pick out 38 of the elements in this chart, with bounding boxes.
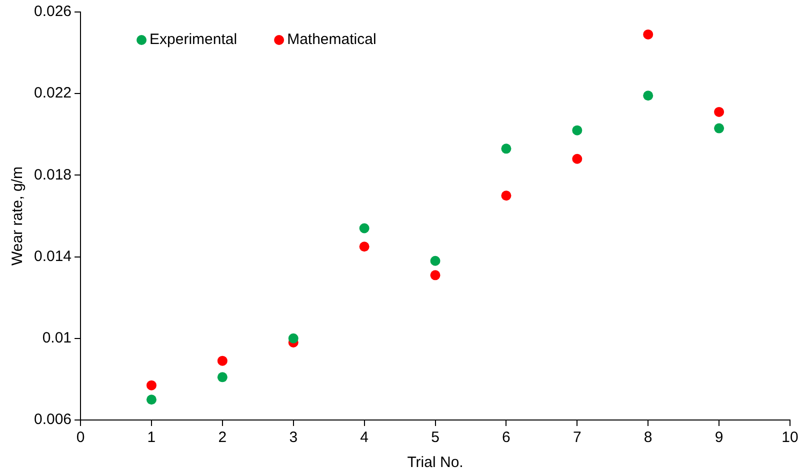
point [572, 154, 582, 164]
point [359, 242, 370, 252]
point [359, 223, 370, 234]
y-tick-label: 0.01 [42, 330, 72, 347]
x-tick-label: 2 [218, 429, 227, 446]
x-tick-label: 1 [147, 429, 156, 446]
point [146, 394, 156, 405]
x-tick-label: 0 [76, 429, 85, 446]
x-tick-label: 4 [360, 429, 368, 446]
point [572, 125, 582, 136]
legend-label: Experimental [150, 31, 238, 48]
x-tick-label: 7 [572, 429, 582, 446]
point [714, 106, 724, 117]
x-axis-title: Trial No. [407, 454, 464, 472]
y-tick-label: 0.022 [34, 84, 72, 102]
y-tick-label: 0.014 [34, 248, 72, 265]
x-tick-label: 9 [714, 429, 724, 446]
point [430, 270, 440, 280]
x-tick-label: 8 [644, 429, 652, 446]
x-tick-label: 5 [431, 429, 440, 446]
point [501, 190, 512, 201]
y-tick-label: 0.006 [34, 411, 72, 428]
point [714, 123, 724, 134]
y-axis-title: Wear rate, g/m [9, 166, 26, 266]
point [217, 356, 228, 366]
x-tick-label: 10 [782, 429, 798, 446]
point [501, 144, 512, 154]
point [430, 256, 440, 266]
point [643, 90, 654, 101]
legend-label: Mathematical [287, 31, 376, 48]
point [146, 380, 156, 390]
y-tick-label: 0.018 [34, 166, 72, 184]
x-tick-label: 3 [289, 429, 298, 446]
y-tick-label: 0.026 [34, 3, 72, 20]
point [217, 372, 228, 382]
point [288, 333, 298, 344]
x-tick-label: 6 [502, 429, 510, 446]
point [643, 29, 654, 40]
